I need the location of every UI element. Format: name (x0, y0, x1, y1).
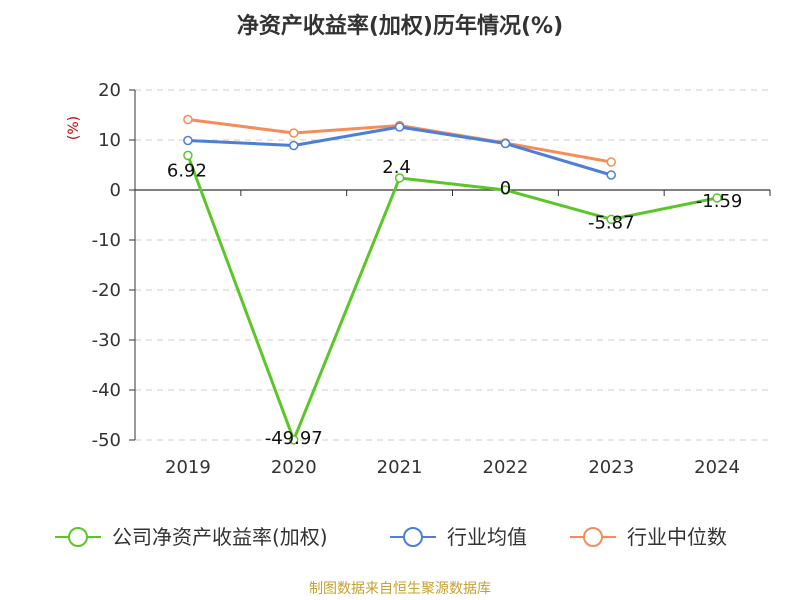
y-tick-label: -30 (92, 330, 121, 351)
data-label: 0 (500, 178, 511, 199)
data-point (500, 138, 511, 149)
data-point (289, 140, 299, 151)
series-lines (183, 114, 722, 445)
data-point (606, 170, 616, 180)
source-note: 制图数据来自恒生聚源数据库 (309, 581, 491, 597)
legend-label: 公司净资产收益率(加权) (112, 525, 328, 549)
data-label: -5.87 (588, 212, 635, 233)
legend-swatch-marker (583, 527, 603, 547)
y-tick-label: 20 (98, 80, 121, 101)
data-label: -49.97 (265, 428, 323, 449)
y-tick-label: -20 (92, 280, 121, 301)
data-point (394, 173, 405, 183)
x-tick-label: 2020 (271, 457, 317, 478)
x-tick-label: 2023 (588, 457, 634, 478)
data-label: 2.4 (382, 157, 411, 178)
data-point (183, 114, 193, 125)
x-tick-label: 2019 (165, 457, 211, 478)
series-line (186, 154, 718, 442)
y-tick-label: -50 (92, 430, 121, 451)
data-point (500, 185, 511, 195)
axes: 20 10 0 -10 -20 -30 -40 -50 2019 2020 2021 2022 2023… (92, 80, 771, 478)
data-label: 6.92 (167, 160, 207, 181)
legend-label: 行业中位数 (627, 525, 727, 549)
y-tick-label: -10 (92, 230, 121, 251)
data-point (712, 193, 722, 203)
data-point (606, 157, 616, 167)
x-tick-label: 2024 (694, 457, 740, 478)
legend: 公司净资产收益率(加权) 行业均值 行业中位数 (55, 525, 727, 549)
data-point (394, 122, 405, 132)
x-tick-label: 2022 (483, 457, 529, 478)
y-tick-label: -40 (92, 380, 121, 401)
legend-swatch-marker (68, 527, 88, 547)
legend-swatch-marker (403, 527, 423, 547)
data-labels: 6.92 -49.97 2.4 0 -5.87 -1.59 (167, 157, 742, 449)
y-axis-label: (%) (66, 116, 82, 140)
data-label: -1.59 (696, 191, 743, 212)
legend-label: 行业均值 (447, 525, 527, 549)
data-point (183, 150, 193, 161)
x-tick-label: 2021 (377, 457, 423, 478)
chart-title: 净资产收益率(加权)历年情况(%) (237, 13, 563, 39)
y-tick-label: 0 (110, 180, 121, 201)
data-point (606, 214, 616, 225)
data-point (289, 128, 299, 138)
data-point (289, 435, 299, 445)
gridlines (135, 89, 770, 441)
data-point (183, 135, 193, 146)
y-tick-label: 10 (98, 130, 121, 151)
